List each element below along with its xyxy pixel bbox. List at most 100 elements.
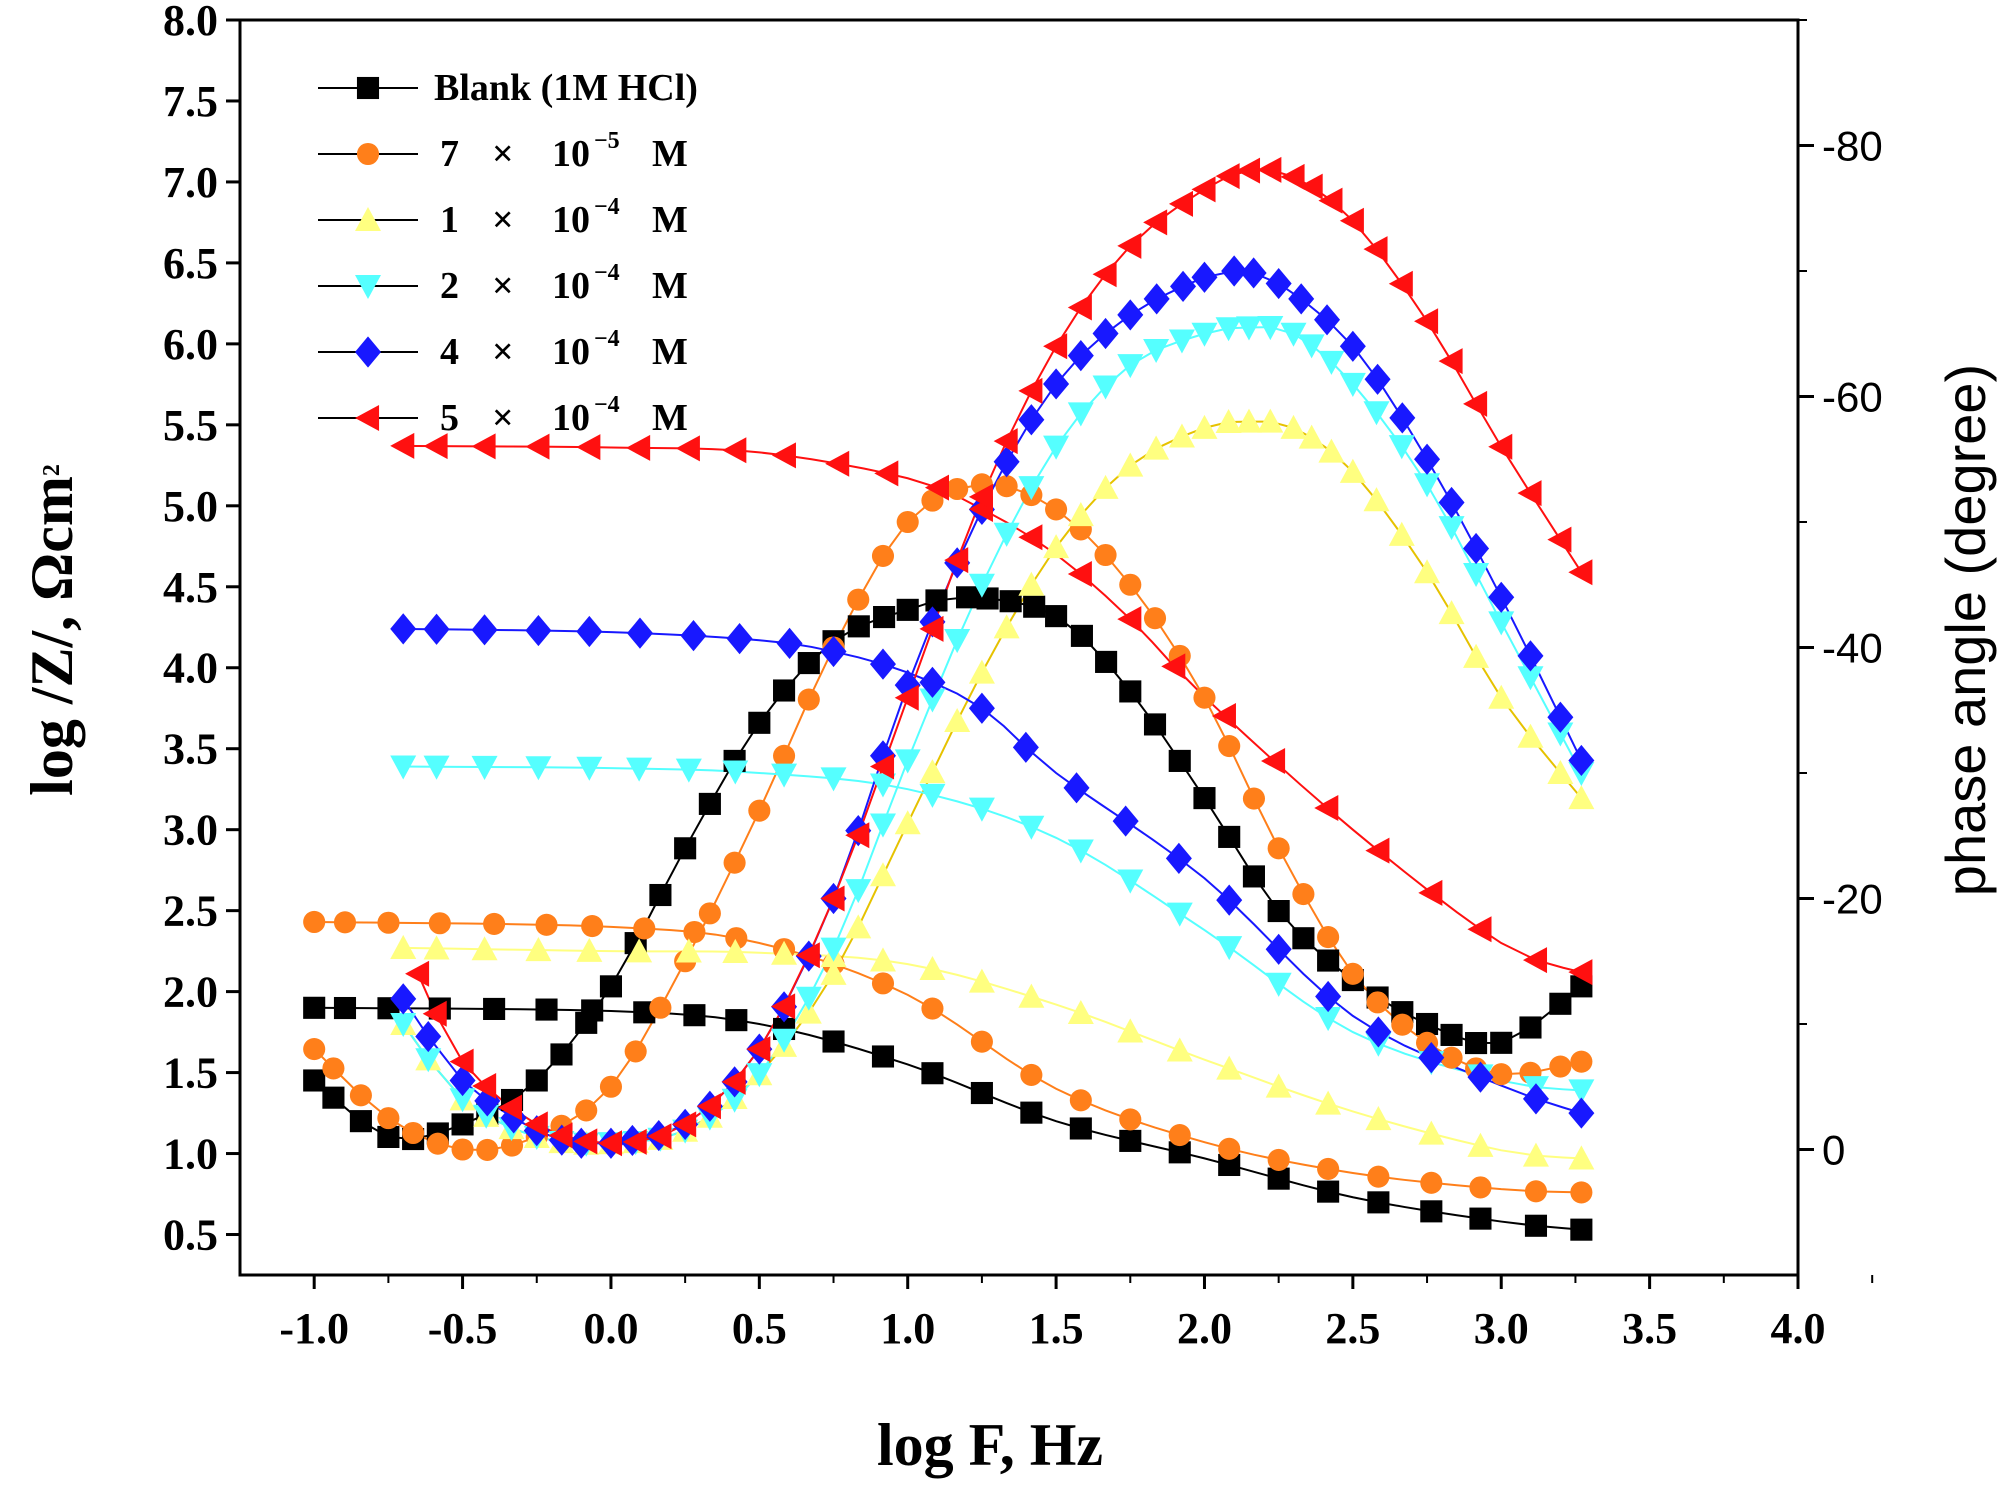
series-6-phase-point	[1280, 163, 1305, 190]
series-2-phase-point	[1143, 607, 1167, 630]
series-4-magnitude-point	[771, 763, 798, 788]
series-1-magnitude-point	[1524, 1214, 1548, 1237]
series-2-phase-point	[995, 475, 1018, 498]
series-5-phase-point	[1568, 744, 1595, 777]
series-6-phase-point	[449, 1048, 474, 1075]
series-2-phase-point	[1440, 1046, 1463, 1069]
series-2-magnitude-point	[633, 917, 656, 940]
legend-marker	[355, 405, 380, 431]
series-6-phase-point	[622, 1128, 647, 1155]
series-3-phase-point	[869, 862, 896, 887]
series-6-phase-point	[1298, 173, 1323, 200]
series-4-phase-point	[869, 813, 896, 838]
series-6-phase-point	[523, 1111, 548, 1138]
series-3-phase-point	[1043, 534, 1070, 559]
left-y-tick-label: 0.5	[163, 1211, 218, 1260]
series-6-phase-point	[1143, 209, 1168, 236]
series-4-phase-point	[721, 1088, 748, 1113]
series-5-phase-point	[1488, 581, 1515, 613]
x-axis-title: log F, Hz	[877, 1412, 1103, 1478]
series-2-phase-point	[1391, 1013, 1414, 1036]
series-6-magnitude-point	[1568, 959, 1593, 986]
series-1-magnitude-point	[333, 996, 357, 1020]
series-1-phase-point	[1415, 1012, 1439, 1036]
series-1-phase-point	[797, 652, 820, 675]
series-4-phase-point	[919, 688, 946, 713]
series-3-magnitude-point	[1117, 1018, 1144, 1043]
series-6-phase-point	[795, 942, 820, 969]
series-6-magnitude-point	[924, 474, 949, 501]
series-5-magnitude-point	[680, 620, 707, 652]
legend-exponent: −4	[594, 392, 620, 418]
series-3-phase-point	[1168, 423, 1195, 448]
left-y-axis-title: log /Z/, Ωcm2	[19, 464, 85, 796]
series-6-phase-point	[771, 993, 796, 1020]
series-2-magnitude-point	[581, 915, 604, 938]
series-3-phase-point	[1388, 521, 1415, 546]
legend-coefficient: 1	[440, 199, 459, 241]
series-5-phase-point	[390, 983, 417, 1015]
series-3-phase-point	[944, 707, 971, 732]
series-1-phase-point	[956, 586, 979, 609]
series-2-phase-point	[1549, 1055, 1572, 1078]
series-3-phase-point	[968, 659, 995, 684]
series-2-phase-point	[748, 799, 771, 822]
series-2-magnitude-point	[1218, 1137, 1241, 1160]
series-2-magnitude-point	[535, 913, 558, 936]
series-5-magnitude-point	[1467, 1061, 1494, 1093]
legend-times-sign: ×	[492, 331, 514, 373]
series-2-phase-point	[1242, 787, 1265, 810]
series-3-phase-point	[1280, 414, 1307, 439]
left-y-tick-label: 8.0	[163, 0, 218, 45]
legend-marker	[356, 76, 380, 100]
series-1-phase-point	[349, 1110, 372, 1133]
series-3-magnitude-point	[722, 938, 749, 963]
left-y-tick-label: 4.5	[163, 563, 218, 612]
series-4-magnitude-point	[1315, 1007, 1342, 1032]
legend-base: 10	[552, 265, 590, 307]
series-6-phase-point	[472, 1073, 497, 1100]
series-6-phase-point	[1339, 207, 1364, 234]
series-1-phase-point	[748, 711, 771, 734]
series-5-magnitude-point	[525, 614, 552, 647]
series-lines	[313, 168, 1583, 1231]
series-5-magnitude-point	[1418, 1042, 1445, 1074]
legend-unit: M	[652, 265, 688, 307]
series-4-magnitude-point	[1018, 815, 1045, 840]
series-1-phase-point	[847, 615, 870, 638]
series-6-phase-point	[894, 684, 919, 711]
series-1-phase-point	[649, 883, 672, 907]
series-3-phase-point	[1235, 408, 1262, 433]
series-1-magnitude-point	[483, 997, 506, 1020]
series-5-phase-point	[1517, 640, 1544, 672]
series-5-phase-point	[1170, 270, 1197, 302]
series-3-phase-point	[1191, 414, 1218, 439]
series-3-phase-point	[1414, 559, 1441, 584]
series-1-phase-point	[550, 1043, 573, 1066]
series-3-phase-point	[820, 960, 847, 985]
series-1-magnitude-point	[725, 1009, 748, 1032]
series-2-magnitude-point	[1570, 1181, 1593, 1204]
x-tick-label: 3.0	[1474, 1304, 1529, 1353]
series-3-phase-point	[1568, 785, 1595, 810]
series-4-phase-point	[820, 937, 847, 962]
series-5-phase-point	[1240, 257, 1267, 289]
series-1-magnitude-point	[1218, 1153, 1241, 1177]
series-2-magnitude-point	[1267, 1148, 1290, 1171]
series-2-magnitude-point	[1168, 1124, 1191, 1147]
series-1-phase-point	[1168, 749, 1191, 772]
left-y-tick-label: 2.0	[163, 968, 218, 1017]
series-3-magnitude-point	[1018, 983, 1045, 1008]
series-5-phase-point	[1314, 304, 1341, 336]
series-1-phase-point	[1070, 624, 1093, 647]
series-3-magnitude-point	[626, 938, 653, 963]
series-5-phase-point	[1389, 402, 1416, 434]
series-4-magnitude-point	[1117, 869, 1144, 894]
series-5-phase-point	[1438, 486, 1465, 519]
x-tick-label: 3.5	[1622, 1304, 1677, 1353]
series-6-phase-point	[1215, 163, 1240, 190]
series-5-phase-point	[1117, 299, 1144, 331]
legend-coefficient: 2	[440, 265, 459, 307]
series-5-phase-point	[1067, 339, 1094, 372]
series-3-magnitude-point	[1265, 1073, 1292, 1098]
